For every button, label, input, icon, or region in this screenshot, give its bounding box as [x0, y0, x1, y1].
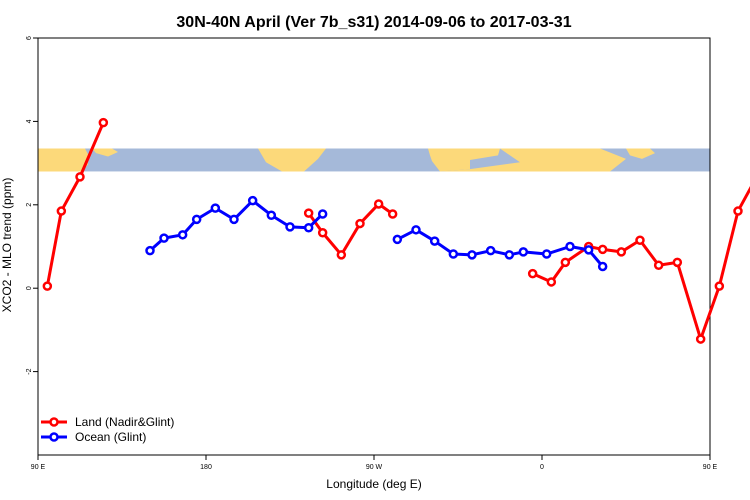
land-shape	[440, 148, 626, 172]
legend-label: Land (Nadir&Glint)	[75, 415, 174, 429]
land-shape	[428, 148, 500, 172]
data-point	[504, 250, 515, 260]
data-point	[355, 218, 365, 229]
data-point	[392, 234, 403, 245]
land-shape	[38, 148, 88, 172]
data-point	[191, 214, 202, 225]
data-point	[653, 260, 664, 271]
y-tick-label: 0	[26, 286, 33, 290]
data-point	[714, 281, 725, 291]
x-tick-label: 90 W	[366, 464, 383, 471]
data-point	[411, 225, 421, 235]
series-1	[145, 195, 608, 272]
data-point	[317, 227, 328, 238]
data-point	[672, 257, 683, 268]
data-point	[177, 230, 188, 240]
legend-marker	[49, 417, 59, 427]
data-point	[98, 117, 109, 128]
data-point	[229, 214, 239, 225]
series-line	[45, 122, 105, 287]
data-point	[467, 250, 477, 260]
data-point	[518, 247, 529, 257]
y-tick-label: 6	[26, 36, 33, 40]
y-tick-label: 2	[26, 203, 33, 207]
y-axis-label: XCO2 - MLO trend (ppm)	[0, 178, 14, 313]
data-point	[733, 206, 743, 216]
data-point	[560, 257, 571, 268]
data-point	[546, 277, 557, 287]
data-point	[527, 268, 538, 279]
land-ocean-band	[38, 148, 710, 172]
data-point	[597, 244, 608, 255]
data-point	[429, 236, 440, 246]
data-point	[565, 241, 575, 252]
data-point	[56, 206, 67, 216]
data-point	[303, 222, 314, 233]
legend-marker	[49, 432, 59, 442]
y-tick-label: -2	[26, 368, 33, 374]
data-point	[583, 245, 594, 255]
legend: Land (Nadir&Glint)Ocean (Glint)	[41, 415, 174, 444]
data-point	[448, 249, 459, 259]
x-tick-label: 90 E	[31, 464, 46, 471]
data-point	[635, 235, 645, 245]
data-point	[387, 209, 398, 219]
land-shape	[626, 148, 655, 159]
land-shape	[92, 148, 118, 157]
data-point	[145, 245, 155, 256]
x-tick-label: 180	[200, 464, 212, 471]
legend-label: Ocean (Glint)	[75, 430, 146, 444]
data-point	[317, 209, 328, 219]
data-point	[336, 250, 347, 260]
series-layer	[42, 117, 750, 344]
plot-frame	[37, 37, 711, 456]
data-point	[616, 247, 627, 257]
x-axis-label: Longitude (deg E)	[326, 477, 421, 491]
data-point	[285, 222, 295, 232]
data-point	[266, 210, 277, 220]
chart-title: 30N-40N April (Ver 7b_s31) 2014-09-06 to…	[176, 14, 571, 31]
x-tick-label: 0	[540, 464, 544, 471]
data-point	[42, 281, 53, 291]
series-0	[42, 117, 750, 344]
series-line	[149, 199, 324, 252]
data-point	[210, 203, 221, 213]
data-point	[75, 172, 85, 182]
data-point	[247, 195, 258, 206]
data-point	[485, 245, 496, 256]
data-point	[597, 261, 608, 272]
land-shape	[258, 148, 326, 172]
data-point	[373, 199, 384, 209]
y-axis: -2 0 2 4 6	[26, 36, 38, 375]
data-point	[303, 208, 314, 218]
data-point	[541, 249, 552, 259]
data-point	[159, 233, 169, 243]
y-tick-label: 4	[26, 119, 33, 123]
x-tick-label: 90 E	[703, 464, 718, 471]
x-axis: 90 E 180 90 W 0 90 E	[31, 455, 718, 471]
data-point	[695, 334, 706, 344]
